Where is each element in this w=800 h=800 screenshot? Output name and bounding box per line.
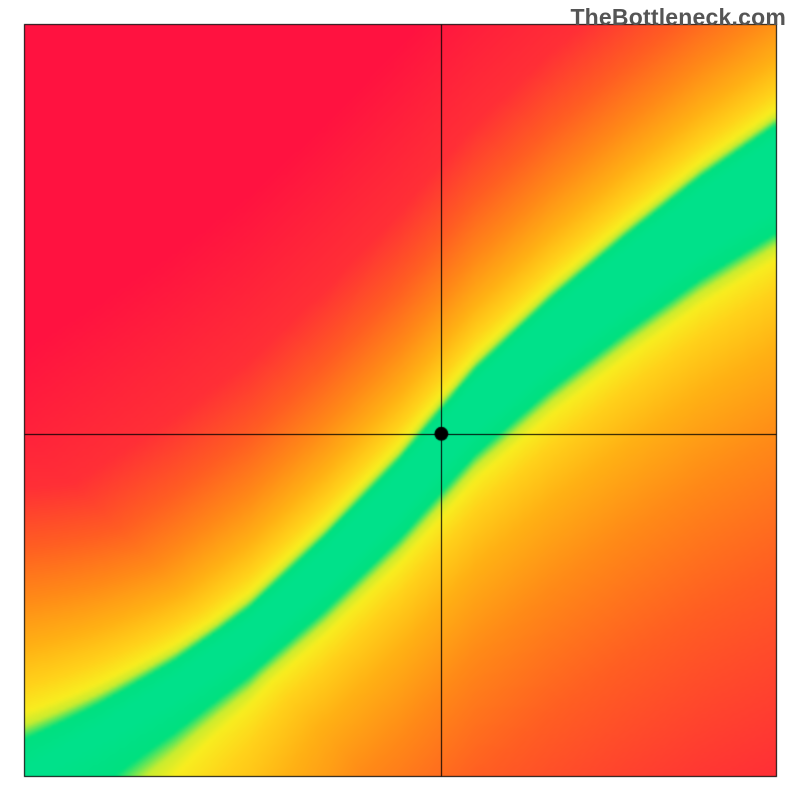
bottleneck-heatmap-canvas [0,0,800,800]
chart-container: TheBottleneck.com [0,0,800,800]
watermark-text: TheBottleneck.com [570,4,786,31]
